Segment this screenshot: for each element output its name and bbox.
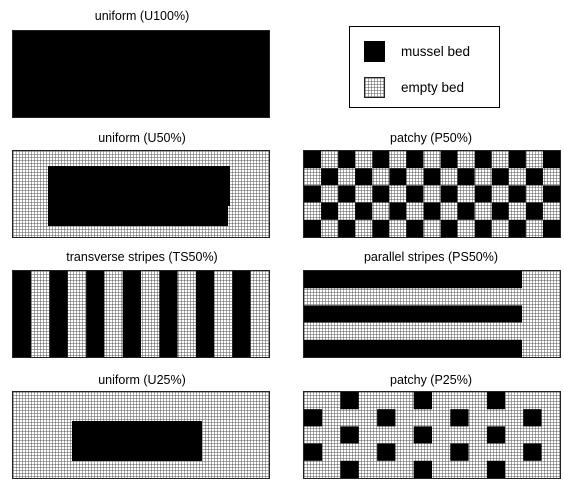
legend: mussel bed empty bed bbox=[349, 26, 500, 108]
mussel-bed-patch bbox=[474, 151, 492, 169]
mussel-bed-patch bbox=[413, 460, 432, 478]
mussel-bed-patch bbox=[542, 151, 560, 169]
panel-title-ps50: parallel stripes (PS50%) bbox=[363, 250, 499, 264]
legend-label-empty: empty bed bbox=[401, 80, 465, 95]
legend-item-mussel: mussel bed bbox=[350, 41, 470, 62]
panel-u50 bbox=[12, 150, 270, 238]
panel-p25-pattern bbox=[304, 392, 560, 478]
mussel-bed-patch bbox=[86, 271, 105, 357]
mussel-bed-patch bbox=[49, 271, 68, 357]
mussel-bed-patch bbox=[304, 151, 322, 169]
panel-ps50 bbox=[303, 270, 561, 358]
mussel-bed-patch bbox=[304, 305, 522, 323]
mussel-bed-patch bbox=[389, 202, 407, 220]
mussel-bed-swatch bbox=[364, 41, 385, 62]
mussel-bed-patch bbox=[406, 151, 424, 169]
mussel-bed-patch bbox=[508, 219, 526, 237]
mussel-bed-patch bbox=[474, 185, 492, 203]
mussel-bed-patch bbox=[423, 202, 441, 220]
mussel-bed-patch bbox=[355, 168, 373, 186]
mussel-bed-patch bbox=[508, 151, 526, 169]
mussel-bed-patch bbox=[450, 409, 469, 427]
mussel-bed-patch bbox=[304, 339, 522, 357]
mussel-bed-patch bbox=[523, 443, 542, 461]
panel-title-u50: uniform (U50%) bbox=[98, 131, 186, 145]
mussel-bed-patch bbox=[525, 202, 543, 220]
mussel-bed-patch bbox=[523, 409, 542, 427]
panel-u50-pattern bbox=[13, 151, 269, 237]
panel-u25 bbox=[12, 391, 270, 479]
mussel-bed-patch bbox=[338, 185, 356, 203]
mussel-bed-patch bbox=[406, 185, 424, 203]
mussel-bed-patch bbox=[413, 392, 432, 410]
mussel-bed-patch bbox=[159, 271, 178, 357]
mussel-bed-patch bbox=[304, 219, 322, 237]
mussel-bed-patch bbox=[122, 271, 141, 357]
panel-u100 bbox=[12, 30, 270, 118]
mussel-bed-patch bbox=[304, 409, 323, 427]
panel-p25 bbox=[303, 391, 561, 479]
mussel-bed-patch bbox=[338, 219, 356, 237]
mussel-bed-patch bbox=[340, 426, 359, 444]
mussel-bed-patch bbox=[474, 219, 492, 237]
mussel-bed-patch bbox=[440, 185, 458, 203]
panel-u25-pattern bbox=[13, 392, 269, 478]
panel-title-p50: patchy (P50%) bbox=[390, 131, 472, 145]
mussel-bed-patch bbox=[440, 151, 458, 169]
mussel-bed-patch bbox=[450, 443, 469, 461]
mussel-bed-patch bbox=[508, 185, 526, 203]
legend-item-empty: empty bed bbox=[350, 77, 464, 98]
mussel-bed-patch bbox=[13, 31, 269, 117]
mussel-bed-patch bbox=[525, 168, 543, 186]
panel-title-u25: uniform (U25%) bbox=[98, 373, 186, 387]
panel-ts50-pattern bbox=[13, 271, 269, 357]
mussel-bed-patch bbox=[377, 409, 396, 427]
panel-title-u100: uniform (U100%) bbox=[94, 9, 190, 23]
mussel-bed-patch bbox=[338, 151, 356, 169]
mussel-bed-patch bbox=[304, 443, 323, 461]
mussel-bed-patch bbox=[377, 443, 396, 461]
mussel-bed-patch bbox=[542, 185, 560, 203]
mussel-bed-patch bbox=[226, 166, 230, 206]
mussel-bed-patch bbox=[232, 271, 251, 357]
mussel-bed-patch bbox=[304, 271, 522, 289]
mussel-bed-patch bbox=[440, 219, 458, 237]
mussel-bed-patch bbox=[304, 185, 322, 203]
mussel-bed-patch bbox=[486, 426, 506, 444]
mussel-bed-patch bbox=[486, 392, 506, 410]
mussel-bed-patch bbox=[355, 202, 373, 220]
mussel-bed-patch bbox=[13, 271, 32, 357]
panel-p50 bbox=[303, 150, 561, 238]
mussel-bed-patch bbox=[457, 168, 475, 186]
mussel-bed-patch bbox=[542, 219, 560, 237]
mussel-bed-patch bbox=[491, 202, 509, 220]
mussel-bed-patch bbox=[413, 426, 432, 444]
mussel-bed-patch bbox=[48, 166, 228, 226]
mussel-bed-patch bbox=[457, 202, 475, 220]
legend-label-mussel: mussel bed bbox=[401, 44, 471, 59]
panel-ts50 bbox=[12, 270, 270, 358]
mussel-bed-patch bbox=[340, 460, 359, 478]
mussel-bed-patch bbox=[321, 168, 339, 186]
panel-u100-pattern bbox=[13, 31, 269, 117]
mussel-bed-patch bbox=[72, 421, 202, 461]
panel-p50-pattern bbox=[304, 151, 560, 237]
mussel-bed-patch bbox=[195, 271, 215, 357]
mussel-bed-patch bbox=[372, 185, 390, 203]
mussel-bed-patch bbox=[340, 392, 359, 410]
mussel-bed-patch bbox=[423, 168, 441, 186]
panel-ps50-pattern bbox=[304, 271, 560, 357]
panel-title-p25: patchy (P25%) bbox=[390, 373, 472, 387]
mussel-bed-patch bbox=[406, 219, 424, 237]
mussel-bed-patch bbox=[491, 168, 509, 186]
panel-title-ts50: transverse stripes (TS50%) bbox=[66, 250, 218, 264]
mussel-bed-patch bbox=[389, 168, 407, 186]
mussel-bed-patch bbox=[372, 151, 390, 169]
mussel-bed-patch bbox=[372, 219, 390, 237]
mussel-bed-patch bbox=[486, 460, 506, 478]
empty-bed-swatch bbox=[364, 77, 385, 98]
mussel-bed-patch bbox=[321, 202, 339, 220]
